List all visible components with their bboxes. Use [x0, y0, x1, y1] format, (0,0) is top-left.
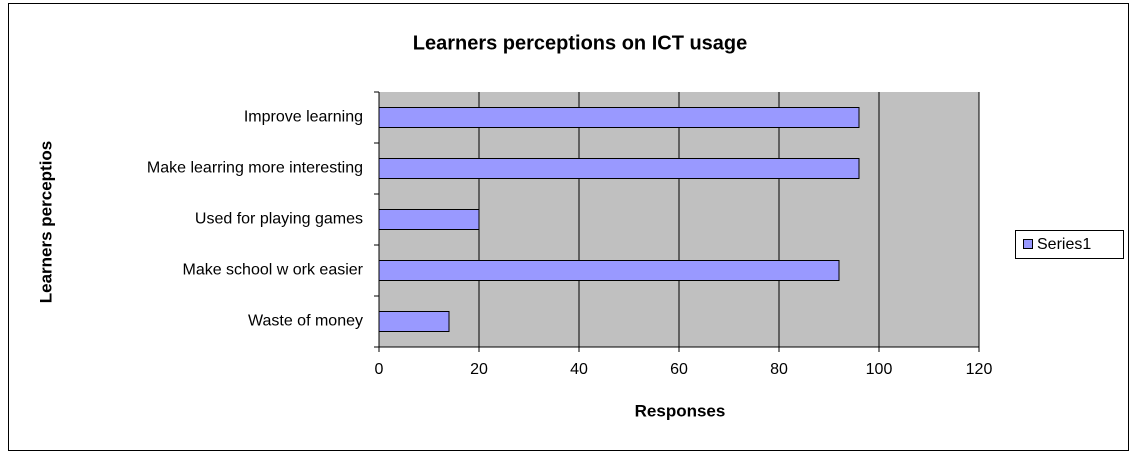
bar	[378, 158, 860, 179]
y-tick-label: Waste of money	[248, 313, 363, 330]
x-tick-label: 100	[866, 361, 893, 378]
x-tick-label: 0	[375, 361, 384, 378]
bar	[378, 209, 480, 230]
bar	[378, 107, 860, 128]
x-tick-label: 20	[470, 361, 488, 378]
bar	[378, 311, 450, 332]
x-tick-label: 60	[670, 361, 688, 378]
y-tick-label: Improve learning	[244, 109, 363, 126]
y-tick-label: Make school w ork easier	[182, 262, 363, 279]
x-tick-label: 40	[570, 361, 588, 378]
x-tick-label: 120	[966, 361, 993, 378]
y-tick-label: Used for playing games	[195, 211, 363, 228]
y-tick-label: Make learring more interesting	[147, 160, 363, 177]
bar	[378, 260, 840, 281]
legend-box	[1015, 230, 1124, 259]
legend-swatch	[1023, 239, 1033, 249]
legend-label: Series1	[1037, 236, 1091, 253]
y-axis-title: Learners perceptios	[36, 141, 55, 304]
x-axis-title: Responses	[635, 401, 726, 420]
x-tick-label: 80	[770, 361, 788, 378]
chart-title: Learners perceptions on ICT usage	[413, 32, 748, 54]
